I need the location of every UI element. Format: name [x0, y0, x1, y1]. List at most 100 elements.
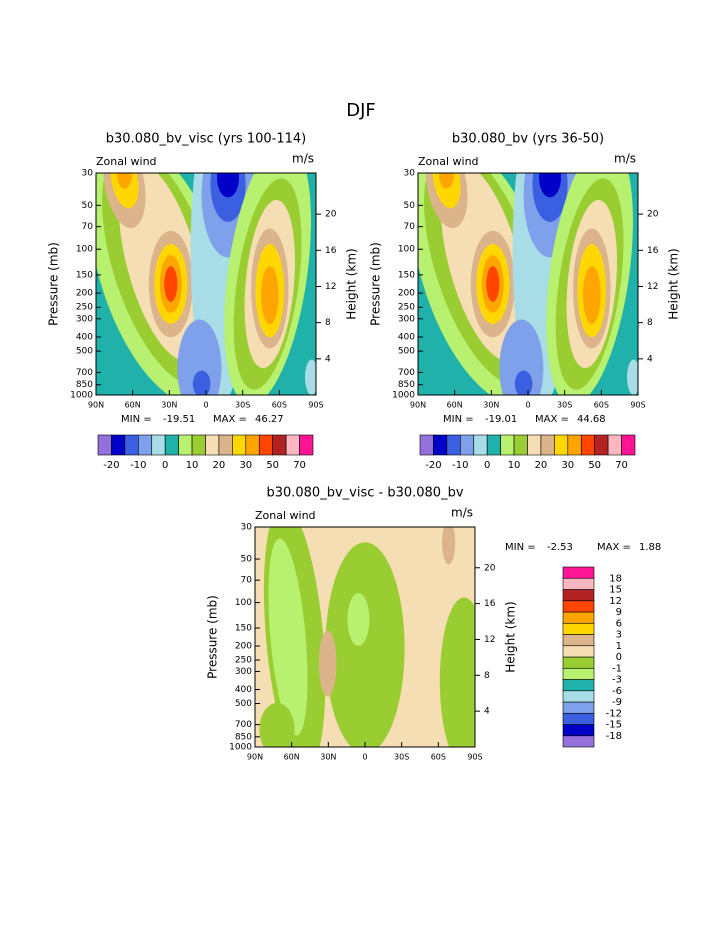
x-tick-label: 90S — [467, 753, 482, 762]
y-tick-label: 500 — [235, 699, 252, 709]
colorbar-box — [285, 434, 300, 456]
colorbar-label: 0 — [484, 460, 490, 471]
contour-fill — [583, 266, 601, 324]
colorbar-box — [460, 434, 475, 456]
y2-tick-label: 16 — [484, 599, 496, 609]
y-tick-label: 250 — [235, 656, 252, 666]
contour-fill — [116, 173, 133, 189]
min: -2.53 — [547, 542, 573, 553]
colorbar-label: -15 — [606, 720, 622, 731]
colorbar-label: -10 — [452, 460, 468, 471]
y-tick-label: 150 — [235, 623, 252, 633]
colorbar-label: 0 — [162, 460, 168, 471]
contour-fill — [261, 266, 279, 324]
y-tick-label: 100 — [235, 598, 252, 608]
y-tick-label: 300 — [398, 314, 415, 324]
x-tick-label: 30S — [394, 753, 409, 762]
y2-tick-label: 20 — [325, 210, 337, 220]
min-label: MIN = — [121, 414, 152, 425]
y-tick-label: 250 — [398, 303, 415, 313]
y-tick-label: 50 — [82, 201, 94, 211]
colorbar-box — [562, 566, 595, 579]
y2-axis-title: Height (km) — [667, 248, 681, 319]
right-string: m/s — [292, 152, 314, 166]
colorbar-box — [178, 434, 193, 456]
y-tick-label: 100 — [398, 245, 415, 255]
y-tick-label: 1000 — [392, 391, 415, 401]
x-tick-label: 30S — [557, 401, 572, 410]
colorbar-label: 18 — [609, 573, 622, 584]
y-tick-label: 150 — [398, 270, 415, 280]
colorbar-label: -18 — [606, 731, 622, 742]
y-tick-label: 1000 — [229, 743, 252, 753]
y-tick-label: 700 — [235, 720, 252, 730]
colorbar-box — [562, 634, 595, 647]
y-tick-label: 300 — [76, 314, 93, 324]
colorbar-box — [138, 434, 153, 456]
y-tick-label: 1000 — [70, 391, 93, 401]
y2-tick-label: 20 — [484, 563, 496, 573]
left-string: Zonal wind — [255, 509, 316, 522]
y-tick-label: 850 — [398, 380, 415, 390]
colorbar-box — [562, 667, 595, 680]
y-axis-title: Pressure (mb) — [47, 242, 61, 326]
colorbar-box — [540, 434, 555, 456]
colorbar-box — [258, 434, 273, 456]
contour-fill — [305, 359, 316, 395]
max: 44.68 — [577, 414, 606, 425]
y-tick-label: 150 — [76, 270, 93, 280]
colorbar-label: 10 — [508, 460, 521, 471]
contour-fill — [177, 319, 222, 395]
y-tick-label: 200 — [235, 642, 252, 652]
y2-tick-label: 20 — [647, 210, 659, 220]
x-tick-label: 60S — [431, 753, 446, 762]
y2-tick-label: 12 — [484, 635, 495, 645]
page-title: DJF — [346, 100, 376, 121]
contour-fill — [192, 370, 211, 395]
y-tick-label: 500 — [76, 347, 93, 357]
x-tick-label: 60N — [125, 401, 141, 410]
colorbar-label: 20 — [213, 460, 226, 471]
colorbar-box — [486, 434, 501, 456]
contour-fill — [318, 630, 337, 697]
max-label: MAX = — [213, 414, 247, 425]
y2-tick-label: 4 — [325, 354, 331, 364]
y-tick-label: 700 — [76, 368, 93, 378]
colorbar-label: 6 — [616, 618, 622, 629]
contour-field — [96, 173, 316, 395]
max: 46.27 — [255, 414, 284, 425]
colorbar-box — [191, 434, 206, 456]
contour-fill — [442, 527, 456, 565]
colorbar-box — [419, 434, 434, 456]
colorbar-label: -6 — [612, 686, 622, 697]
colorbar-box — [562, 589, 595, 602]
colorbar-label: 30 — [239, 460, 252, 471]
contour-fill — [539, 173, 561, 198]
colorbar-box — [562, 690, 595, 703]
x-tick-label: 60N — [284, 753, 300, 762]
x-tick-label: 90N — [88, 401, 104, 410]
colorbar-box — [607, 434, 622, 456]
y-tick-label: 500 — [398, 347, 415, 357]
contour-fill — [347, 593, 370, 646]
min-label: MIN = — [443, 414, 474, 425]
min: -19.51 — [163, 414, 195, 425]
colorbar-label: 0 — [616, 652, 622, 663]
min: -19.01 — [485, 414, 517, 425]
colorbar-box — [562, 622, 595, 635]
x-tick-label: 90S — [308, 401, 323, 410]
x-tick-label: 0 — [203, 401, 208, 410]
contour-fill — [217, 173, 239, 198]
colorbar-box — [205, 434, 220, 456]
colorbar-box — [151, 434, 166, 456]
colorbar-box — [562, 724, 595, 737]
colorbar-box — [562, 645, 595, 658]
contour-field — [418, 173, 638, 395]
y-axis-title: Pressure (mb) — [369, 242, 383, 326]
contour-fill — [164, 266, 178, 302]
y-tick-label: 250 — [76, 303, 93, 313]
contour-field — [255, 527, 475, 747]
y2-tick-label: 12 — [325, 282, 336, 292]
colorbar-label: 1 — [616, 641, 622, 652]
